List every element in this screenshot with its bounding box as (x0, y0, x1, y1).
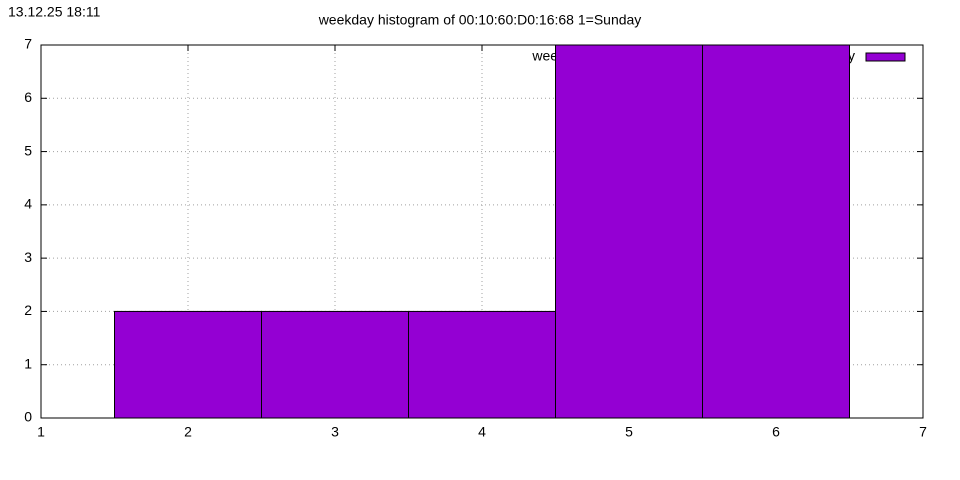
x-tick-label: 3 (331, 424, 339, 440)
y-tick-label: 0 (24, 409, 32, 425)
y-tick-label: 4 (24, 196, 32, 212)
bar (555, 44, 703, 419)
bar (702, 44, 850, 419)
chart-title: weekday histogram of 00:10:60:D0:16:68 1… (318, 12, 642, 28)
y-tick-label: 5 (24, 142, 32, 158)
x-tick-label: 7 (919, 424, 927, 440)
y-tick-label: 2 (24, 302, 32, 318)
x-tick-label: 1 (37, 424, 45, 440)
x-tick-label: 5 (625, 424, 633, 440)
bar (114, 310, 262, 419)
bar (261, 310, 409, 419)
x-tick-label: 6 (772, 424, 780, 440)
plot-border (40, 44, 924, 419)
bar (408, 310, 556, 419)
y-tick-label: 7 (24, 36, 32, 52)
legend-swatch (865, 52, 906, 62)
timestamp: 13.12.25 18:11 (8, 4, 101, 20)
y-tick-label: 6 (24, 89, 32, 105)
x-tick-label: 2 (184, 424, 192, 440)
y-tick-label: 1 (24, 355, 32, 371)
x-tick-label: 4 (478, 424, 486, 440)
y-tick-label: 3 (24, 249, 32, 265)
